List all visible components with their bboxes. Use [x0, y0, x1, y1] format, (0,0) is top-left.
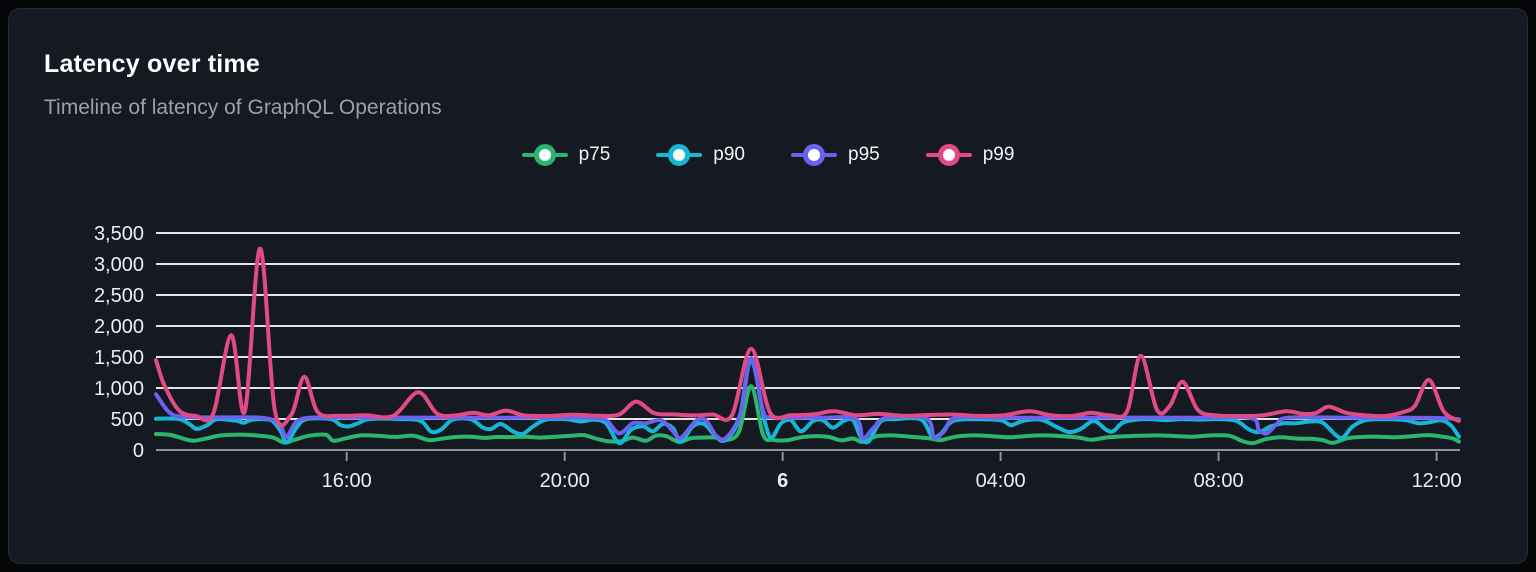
series-line-p75 [154, 384, 1461, 446]
latency-chart-canvas[interactable]: 0 500 1,000 1,500 2,000 2,500 3,000 3,500 16:00 2… [9, 9, 1528, 564]
x-tick-label: 04:00 [976, 470, 1026, 492]
legend-marker-icon [791, 144, 837, 166]
y-tick-label: 3,000 [94, 254, 144, 276]
legend-marker-icon [521, 144, 568, 166]
x-tick-label: 12:00 [1412, 470, 1462, 492]
y-tick-label: 3,500 [94, 223, 144, 245]
y-tick-label: 2,500 [94, 285, 144, 307]
y-tick-label: 0 [133, 440, 144, 462]
page-title: Latency over time [44, 50, 260, 78]
x-tick-label: 08:00 [1194, 470, 1244, 492]
series-line-p99 [154, 246, 1461, 428]
legend-label: p95 [848, 144, 880, 165]
legend-item-p95[interactable]: p95 [791, 144, 880, 166]
legend-label: p75 [578, 144, 611, 165]
legend-item-p90[interactable]: p90 [656, 144, 745, 166]
y-tick-label: 1,000 [94, 378, 144, 400]
x-tick-label: 6 [777, 470, 788, 492]
x-axis: 16:00 20:00 6 04:00 08:00 12:00 [322, 452, 1462, 492]
x-tick-label: 16:00 [322, 470, 372, 492]
y-tick-label: 1,500 [94, 347, 144, 369]
legend-marker-icon [925, 144, 972, 166]
y-tick-label: 2,000 [94, 316, 144, 338]
x-tick-label: 20:00 [540, 470, 590, 492]
legend-marker-icon [656, 144, 703, 166]
legend-item-p75[interactable]: p75 [521, 144, 611, 166]
legend-label: p90 [713, 144, 745, 165]
series-lines [154, 246, 1461, 446]
legend-item-p99[interactable]: p99 [925, 144, 1015, 166]
y-grid: 0 500 1,000 1,500 2,000 2,500 3,000 3,500 [94, 223, 1460, 462]
page-subtitle: Timeline of latency of GraphQL Operation… [44, 96, 442, 119]
series-line-p90 [154, 358, 1461, 446]
y-tick-label: 500 [111, 409, 144, 431]
chart-legend: p75 p90 p95 p99 [9, 144, 1527, 166]
legend-label: p99 [982, 144, 1015, 165]
latency-chart-card: 0 500 1,000 1,500 2,000 2,500 3,000 3,500 16:00 2… [8, 8, 1528, 564]
